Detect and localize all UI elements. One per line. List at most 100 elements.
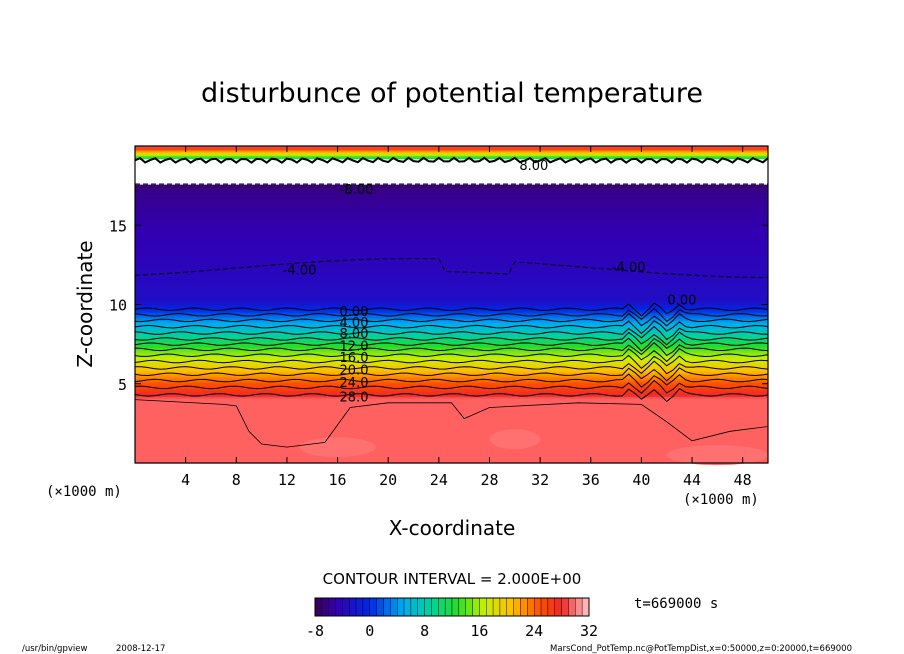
contour-label: 24.0 xyxy=(340,376,369,391)
colorbar-cell xyxy=(479,597,487,617)
heatmap-band xyxy=(135,304,768,307)
heatmap-band xyxy=(135,239,768,242)
heatmap-band xyxy=(135,244,768,247)
heatmap-band xyxy=(135,443,768,447)
colorbar-cell xyxy=(492,597,501,617)
heatmap-band xyxy=(135,152,768,155)
heatmap-band xyxy=(135,231,768,234)
heatmap-band xyxy=(135,233,768,236)
x-tick-label: 20 xyxy=(379,471,397,489)
contour-label: -8.00 xyxy=(340,183,374,198)
contour-line-lower xyxy=(134,399,769,448)
heatmap-band xyxy=(135,391,768,394)
heatmap-band xyxy=(135,312,768,315)
heatmap-band xyxy=(135,155,768,158)
colorbar-cell xyxy=(362,597,371,617)
x-tick-label: 28 xyxy=(480,471,498,489)
colorbar-cell xyxy=(458,597,466,617)
heatmap-band xyxy=(135,271,768,274)
heatmap-band xyxy=(135,195,768,198)
heatmap-band xyxy=(135,423,768,426)
heatmap-band xyxy=(135,242,768,245)
heatmap-band xyxy=(135,241,768,244)
heatmap-band xyxy=(135,340,768,344)
heatmap-band xyxy=(135,431,768,434)
colorbar-cell xyxy=(540,597,549,617)
heatmap-band xyxy=(135,177,768,180)
heatmap-band xyxy=(135,294,768,298)
heatmap-band xyxy=(135,203,768,206)
colorbar-cell xyxy=(438,597,446,617)
heatmap-band xyxy=(135,245,768,249)
contour-label: 28.0 xyxy=(340,390,369,405)
plot-area: -8.00-4.00 -4.000.004.008.0012.016.020.02… xyxy=(109,145,769,489)
heatmap-band xyxy=(135,310,768,314)
heatmap-band xyxy=(135,161,768,165)
contour-line xyxy=(134,354,769,369)
heatmap-band xyxy=(135,334,768,337)
colorbar-cell xyxy=(520,597,528,617)
contour-line xyxy=(134,337,769,352)
colorbar-cell xyxy=(499,597,508,617)
heatmap-patch xyxy=(666,445,768,466)
contour-line xyxy=(134,373,769,388)
contour-line-negative xyxy=(134,258,768,278)
colorbar-cell xyxy=(506,597,514,617)
contour-line xyxy=(134,367,769,382)
heatmap-band xyxy=(135,266,768,269)
heatmap-band xyxy=(135,367,768,371)
heatmap-band xyxy=(135,405,768,409)
heatmap-band xyxy=(135,225,768,228)
heatmap-band xyxy=(135,383,768,386)
heatmap-band xyxy=(135,434,768,437)
y-axis: 5 10 15 xyxy=(109,217,768,394)
x-tick-label: 32 xyxy=(531,471,549,489)
heatmap-band xyxy=(135,372,768,375)
heatmap-band xyxy=(135,228,768,231)
heatmap-band xyxy=(135,280,768,283)
heatmap-band xyxy=(135,315,768,318)
contour-label: 20.0 xyxy=(340,363,369,378)
colorbar-cell xyxy=(451,597,460,617)
colorbar-cell xyxy=(328,597,336,617)
footer-source: MarsCond_PotTemp.nc@PotTempDist,x=0:5000… xyxy=(550,644,852,654)
heatmap-band xyxy=(135,287,768,290)
heatmap-band xyxy=(135,404,768,407)
heatmap-band xyxy=(135,279,768,282)
heatmap-band xyxy=(135,249,768,252)
heatmap-band xyxy=(135,234,768,237)
heatmap-band xyxy=(135,321,768,325)
heatmap-band xyxy=(135,428,768,431)
heatmap-band xyxy=(135,442,768,445)
heatmap-band xyxy=(135,206,768,209)
heatmap-band xyxy=(135,393,768,396)
colorbar-tick-label: 0 xyxy=(365,622,374,640)
heatmap-band xyxy=(135,176,768,179)
heatmap-band xyxy=(135,185,768,188)
colorbar-cell xyxy=(424,597,432,617)
heatmap-band xyxy=(135,191,768,195)
heatmap-band xyxy=(135,447,768,450)
colorbar-cell xyxy=(390,597,398,617)
heatmap-band xyxy=(135,390,768,393)
contour-label: -4.00 xyxy=(283,264,317,279)
heatmap-band xyxy=(135,179,768,182)
contour-label: 4.00 xyxy=(340,316,369,331)
heatmap-band xyxy=(135,290,768,293)
colorbar-cell xyxy=(486,597,494,617)
x-tick-label: 12 xyxy=(278,471,296,489)
colorbar-cell xyxy=(369,597,377,617)
heatmap-band xyxy=(135,453,768,456)
heatmap-band xyxy=(135,269,768,272)
heatmap-band xyxy=(135,410,768,413)
heatmap-band xyxy=(135,253,768,256)
heatmap-band xyxy=(135,317,768,320)
contour-line xyxy=(134,302,769,317)
heatmap-band xyxy=(135,184,768,187)
heatmap-band xyxy=(135,201,768,204)
colorbar-cell xyxy=(397,597,405,617)
heatmap-band xyxy=(135,355,768,358)
heatmap-band xyxy=(135,385,768,388)
colorbar-cell xyxy=(355,597,364,617)
heatmap-band xyxy=(135,299,768,302)
